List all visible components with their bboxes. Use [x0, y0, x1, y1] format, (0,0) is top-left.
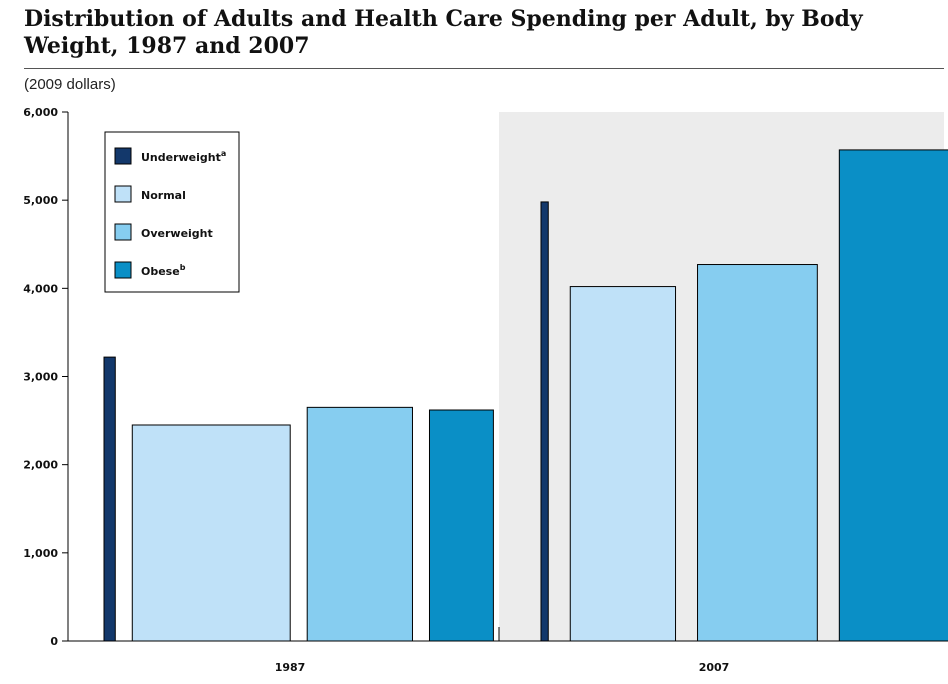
y-tick-label: 2,000 — [23, 459, 58, 472]
legend-swatch-overweight — [114, 223, 132, 241]
x-tick-label-2007: 2007 — [699, 661, 730, 674]
x-tick-label-1987: 1987 — [275, 661, 306, 674]
bar-underweight-1987 — [103, 356, 116, 642]
unit-label: (2009 dollars) — [24, 76, 116, 93]
y-tick-label: 1,000 — [23, 547, 58, 560]
legend-label-underweight: Underweighta — [141, 149, 226, 164]
legend-label-overweight: Overweight — [141, 227, 213, 240]
y-tick-label: 5,000 — [23, 194, 58, 207]
y-tick-label: 4,000 — [23, 282, 58, 295]
bar-obese-1987 — [428, 409, 494, 642]
y-tick-label: 0 — [50, 635, 58, 648]
y-tick-label: 3,000 — [23, 371, 58, 384]
legend-swatch-underweight — [114, 147, 132, 165]
bar-normal-2007 — [569, 286, 677, 642]
legend-swatch-obese — [114, 261, 132, 279]
y-tick-label: 6,000 — [23, 106, 58, 119]
legend-swatch-normal — [114, 185, 132, 203]
legend-label-obese: Obeseb — [141, 263, 186, 278]
bar-normal-1987 — [131, 424, 291, 642]
legend: Underweighta Normal Overweight Obeseb — [104, 131, 240, 293]
legend-label-normal: Normal — [141, 189, 186, 202]
bar-overweight-1987 — [306, 406, 413, 642]
title-rule — [24, 68, 944, 69]
bar-obese-2007 — [838, 149, 948, 642]
chart-title: Distribution of Adults and Health Care S… — [24, 6, 863, 59]
bar-overweight-2007 — [697, 264, 818, 642]
bar-underweight-2007 — [540, 201, 549, 642]
